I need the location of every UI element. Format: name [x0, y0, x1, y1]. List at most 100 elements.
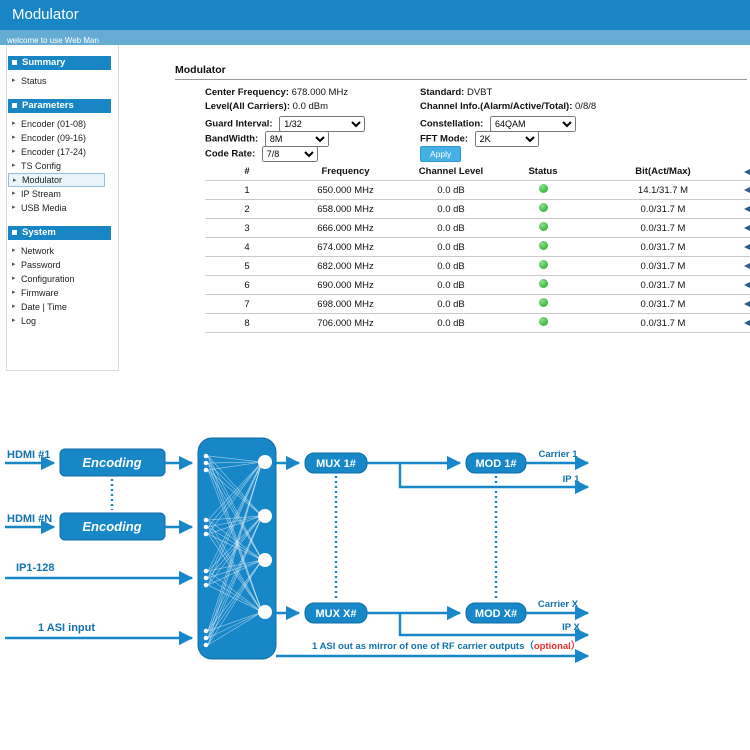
sidebar-item-label: Encoder (17-24) — [21, 147, 87, 157]
cell-frequency: 658.000 MHz — [317, 203, 374, 215]
bandwidth-field: BandWidth: 8M — [205, 131, 329, 147]
asi-mirror-note: 1 ASI out as mirror of one of RF carrier… — [312, 640, 580, 652]
sidebar-item-label: Modulator — [22, 175, 63, 185]
status-ok-icon — [538, 298, 548, 307]
constellation-select[interactable]: 64QAM — [489, 116, 576, 132]
channel-info-field: Channel Info.(Alarm/Active/Total): 0/8/8 — [420, 101, 596, 112]
cell-channel-level: 0.0 dB — [437, 298, 465, 310]
sidebar-item-firmware[interactable]: ▸ Firmware — [8, 286, 111, 300]
matrix-input-dot-icon — [203, 467, 209, 473]
mux1-label: MUX 1# — [316, 458, 356, 470]
col-header-num: # — [244, 166, 250, 177]
sidebar-item-configuration[interactable]: ▸ Configuration — [8, 272, 111, 286]
matrix-input-dot-icon — [203, 575, 209, 581]
mod1-label: MOD 1# — [476, 458, 517, 470]
code-rate-select[interactable]: 7/8 — [261, 146, 318, 162]
title-divider — [175, 79, 747, 80]
asi-note-optional-text: optional — [534, 641, 571, 652]
matrix-input-dot-icon — [203, 460, 209, 466]
sidebar-item-label: Network — [21, 246, 55, 256]
sidebar-item-label: Date | Time — [21, 302, 67, 312]
table-row: 7 698.000 MHz 0.0 dB 0.0/31.7 M — [205, 295, 750, 314]
apply-field: Apply — [420, 146, 462, 162]
ip1-label: IP 1 — [563, 474, 580, 485]
sidebar-item-encoder-01-08[interactable]: ▸ Encoder (01-08) — [8, 117, 111, 131]
sidebar-bottom-border — [6, 370, 119, 371]
carrierX-label: Carrier X — [538, 599, 579, 610]
info-row-1: Center Frequency: 678.000 MHz Standard: … — [205, 87, 750, 104]
fft-mode-select[interactable]: 2K — [474, 131, 539, 147]
center-frequency-value: 678.000 MHz — [291, 87, 349, 98]
sidebar-item-password[interactable]: ▸ Password — [8, 258, 111, 272]
row-edge-arrow-icon — [744, 282, 750, 288]
level-label: Level(All Carriers): — [205, 101, 291, 112]
col-header-channel-level: Channel Level — [418, 166, 484, 177]
matrix-input-dot-icon — [203, 531, 209, 537]
sidebar-item-modulator[interactable]: ▸ Modulator — [8, 173, 105, 187]
item-bullet-icon: ▸ — [12, 289, 16, 296]
standard-label: Standard: — [420, 87, 465, 98]
matrix-mesh-lines — [207, 455, 263, 646]
sidebar-item-label: Encoder (01-08) — [21, 119, 87, 129]
sidebar-item-ip-stream[interactable]: ▸ IP Stream — [8, 187, 111, 201]
cell-channel-level: 0.0 dB — [437, 203, 465, 215]
encoder-box-1: Encoding — [59, 448, 166, 477]
table-row: 3 666.000 MHz 0.0 dB 0.0/31.7 M — [205, 219, 750, 238]
center-frequency-label: Center Frequency: — [205, 87, 289, 98]
hdmiN-input: HDMI #N — [5, 513, 56, 535]
sidebar-item-label: IP Stream — [21, 189, 61, 199]
table-row: 8 706.000 MHz 0.0 dB 0.0/31.7 M — [205, 314, 750, 333]
sidebar-item-encoder-17-24[interactable]: ▸ Encoder (17-24) — [8, 145, 111, 159]
sidebar-item-status[interactable]: ▸ Status — [8, 74, 111, 88]
sidebar: Summary ▸ Status Parameters ▸ Encoder (0… — [8, 56, 111, 330]
cell-channel-level: 0.0 dB — [437, 279, 465, 291]
sidebar-item-label: Configuration — [21, 274, 75, 284]
section-square-icon — [12, 60, 17, 65]
section-label: Summary — [22, 57, 66, 68]
ip-input: IP1-128 — [5, 562, 194, 586]
sidebar-item-ts-config[interactable]: ▸ TS Config — [8, 159, 111, 173]
cell-bit: 0.0/31.7 M — [640, 298, 686, 310]
sidebar-item-date-time[interactable]: ▸ Date | Time — [8, 300, 111, 314]
cell-channel-level: 0.0 dB — [437, 184, 465, 196]
section-square-icon — [12, 103, 17, 108]
guard-interval-field: Guard Interval: 1/32 — [205, 116, 366, 132]
sidebar-item-network[interactable]: ▸ Network — [8, 244, 111, 258]
sidebar-section-parameters: Parameters — [8, 99, 111, 113]
center-frequency-field: Center Frequency: 678.000 MHz — [205, 87, 348, 98]
cell-bit: 0.0/31.7 M — [640, 279, 686, 291]
sidebar-item-encoder-09-16[interactable]: ▸ Encoder (09-16) — [8, 131, 111, 145]
item-bullet-icon: ▸ — [13, 177, 17, 184]
modulator-block-diagram: HDMI #1 Encoding HDMI #N Encoding IP1-12… — [5, 437, 590, 664]
sidebar-item-label: Encoder (09-16) — [21, 133, 87, 143]
welcome-bar: welcome to use Web Man — [0, 30, 750, 45]
bandwidth-select[interactable]: 8M — [264, 131, 329, 147]
cell-bit: 14.1/31.7 M — [637, 184, 689, 196]
asi-note-close-paren: ） — [571, 640, 581, 652]
carrierX-output: Carrier X — [526, 599, 590, 621]
section-square-icon — [12, 230, 17, 235]
ipX-output: IP X — [398, 613, 590, 643]
matrix-port-icon — [258, 553, 272, 567]
section-label: Parameters — [22, 100, 74, 111]
sidebar-right-border — [118, 45, 119, 371]
ip1-arrow — [398, 463, 590, 495]
matrix-input-dot-icon — [203, 635, 209, 641]
sidebar-item-log[interactable]: ▸ Log — [8, 314, 111, 328]
sidebar-item-usb-media[interactable]: ▸ USB Media — [8, 201, 111, 215]
table-row: 5 682.000 MHz 0.0 dB 0.0/31.7 M — [205, 257, 750, 276]
table-row: 1 650.000 MHz 0.0 dB 14.1/31.7 M — [205, 181, 750, 200]
cell-frequency: 698.000 MHz — [317, 298, 374, 310]
cell-num: 3 — [244, 222, 250, 234]
col-header-status: Status — [528, 166, 558, 177]
apply-button[interactable]: Apply — [420, 146, 462, 162]
status-ok-icon — [538, 279, 548, 288]
cell-num: 6 — [244, 279, 250, 291]
status-ok-icon — [538, 184, 548, 193]
info-row-3: Guard Interval: 1/32 Constellation: 64QA… — [205, 116, 750, 133]
guard-interval-select[interactable]: 1/32 — [279, 116, 366, 132]
matrix-input-dot-icon — [203, 524, 209, 530]
cell-channel-level: 0.0 dB — [437, 317, 465, 329]
row-edge-arrow-icon — [744, 187, 750, 193]
